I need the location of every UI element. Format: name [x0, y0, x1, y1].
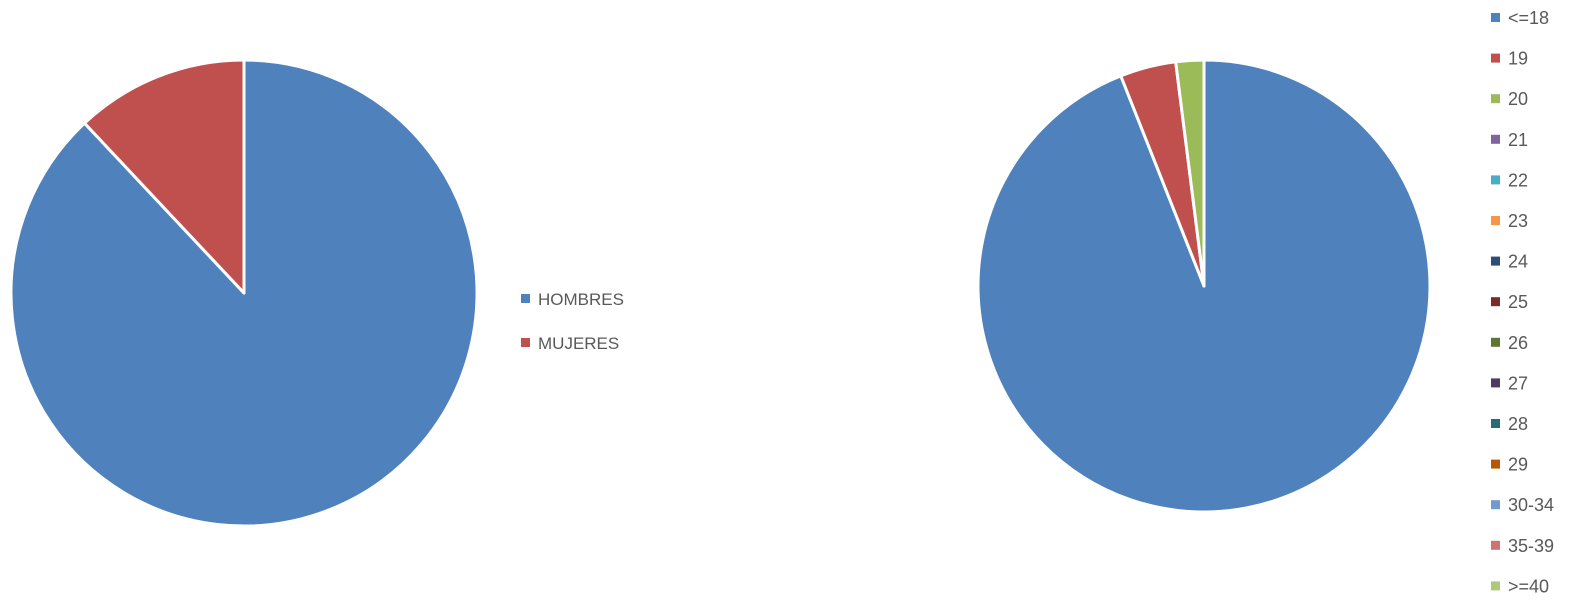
legend2-swatch-le-18: [1491, 13, 1500, 22]
legend2-swatch-26: [1491, 337, 1500, 347]
pie1-slice-mujeres: [83, 58, 246, 295]
legend2-swatch-19: [1491, 53, 1500, 63]
legend2-swatch-20: [1491, 94, 1500, 104]
legend2-label-25: 25: [1508, 292, 1528, 312]
legend2-label-30-34: 30-34: [1508, 495, 1554, 515]
legend2-swatch-30-34: [1491, 500, 1500, 510]
legend2-label-26: 26: [1508, 333, 1528, 353]
legend2-swatch-24: [1491, 256, 1500, 266]
legend2-swatch-27: [1491, 378, 1500, 388]
legend2-label-29: 29: [1508, 455, 1528, 475]
legend2-label-22: 22: [1508, 170, 1528, 190]
legend2-swatch-23: [1491, 216, 1500, 225]
legend2-label-ge-40: >=40: [1508, 576, 1549, 596]
age-pie-chart: [976, 58, 1432, 514]
legend1-swatch-mujeres: [521, 338, 530, 347]
legend2-label-27: 27: [1508, 373, 1528, 393]
legend2-label-20: 20: [1508, 89, 1528, 109]
legend2-swatch-ge-40: [1491, 581, 1500, 591]
age-legend: <=18 19 20 21 22 23 24 25 26 27 28 29 30-34 35-39 >=40: [1491, 8, 1554, 596]
pie2-slice-20: [1174, 58, 1206, 288]
legend2-swatch-22: [1491, 175, 1500, 185]
legend1-swatch-hombres: [521, 294, 530, 303]
legend2-label-23: 23: [1508, 211, 1528, 231]
legend2-swatch-35-39: [1491, 540, 1500, 550]
legend2-label-35-39: 35-39: [1508, 536, 1554, 556]
legend2-label-24: 24: [1508, 252, 1528, 272]
pie1-slice-hombres: [9, 58, 479, 528]
legend2-swatch-25: [1491, 297, 1500, 307]
legend2-swatch-29: [1491, 459, 1500, 469]
legend2-swatch-28: [1491, 419, 1500, 428]
legend2-swatch-21: [1491, 134, 1500, 144]
gender-pie-chart: [9, 58, 479, 528]
legend2-label-19: 19: [1508, 49, 1528, 69]
legend2-label-21: 21: [1508, 130, 1528, 150]
legend2-label-28: 28: [1508, 414, 1528, 434]
legend1-label-mujeres: MUJERES: [538, 334, 619, 353]
legend1-label-hombres: HOMBRES: [538, 290, 624, 309]
legend2-label-le-18: <=18: [1508, 8, 1549, 28]
gender-legend: HOMBRES MUJERES: [521, 290, 624, 353]
